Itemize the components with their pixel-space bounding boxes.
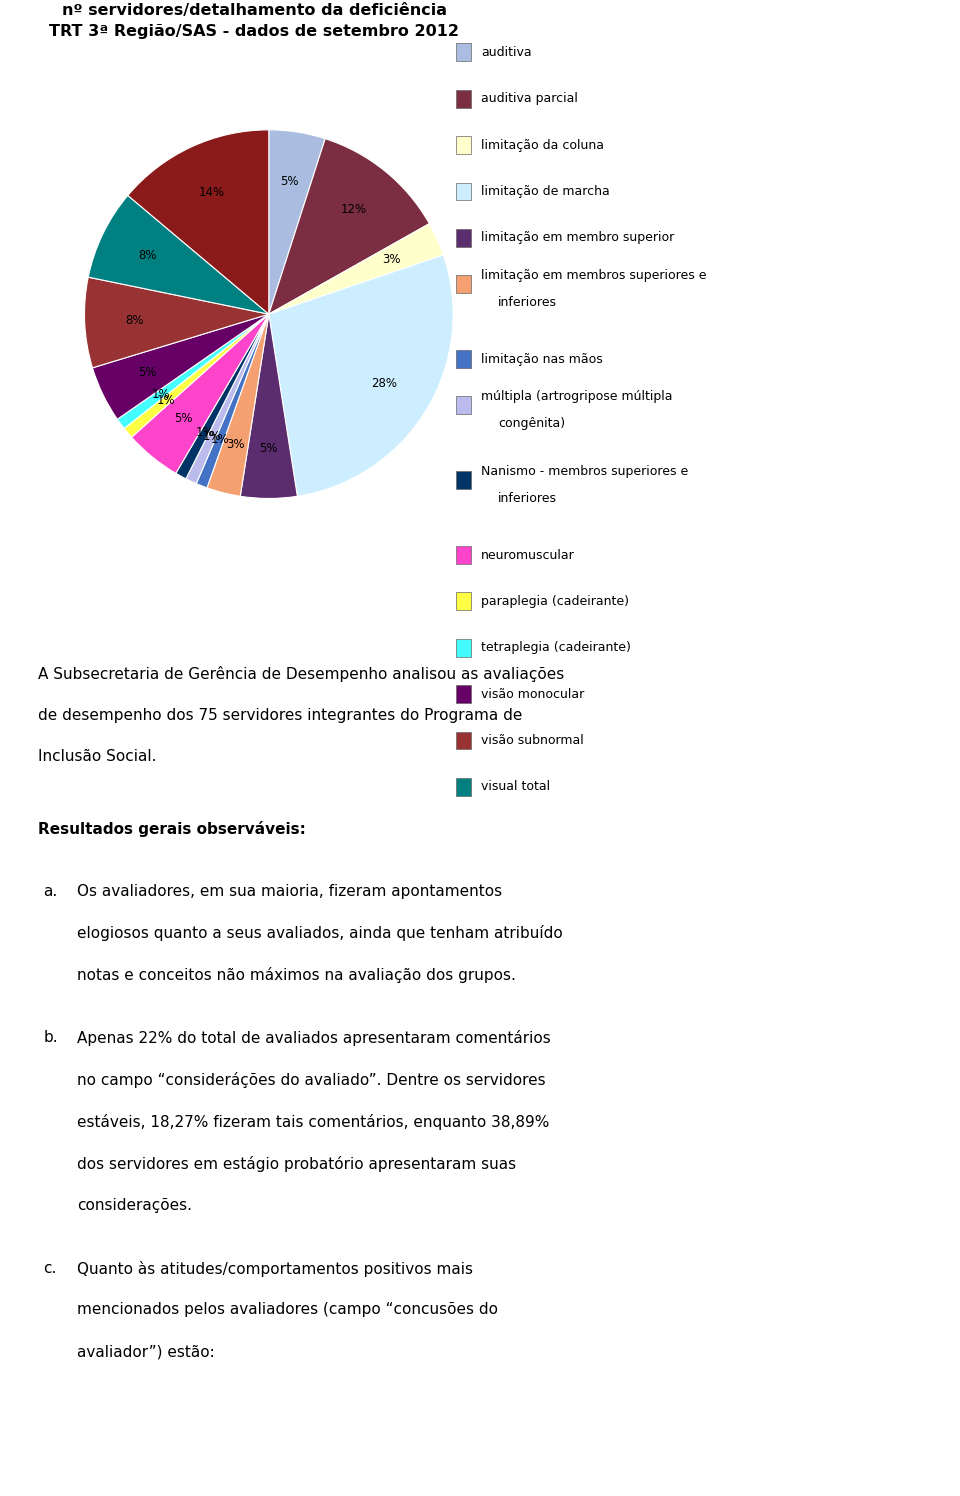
Text: inferiores: inferiores — [498, 296, 557, 308]
Wedge shape — [207, 314, 269, 497]
Text: 3%: 3% — [227, 438, 245, 452]
Text: considerações.: considerações. — [77, 1198, 192, 1213]
Text: Resultados gerais observáveis:: Resultados gerais observáveis: — [38, 821, 306, 836]
Text: 12%: 12% — [341, 203, 367, 217]
Text: visão monocular: visão monocular — [481, 688, 585, 700]
Text: visão subnormal: visão subnormal — [481, 735, 584, 747]
Text: auditiva parcial: auditiva parcial — [481, 93, 578, 105]
Text: limitação em membros superiores e: limitação em membros superiores e — [481, 269, 707, 281]
Text: 5%: 5% — [259, 443, 278, 455]
Text: dos servidores em estágio probatório apresentaram suas: dos servidores em estágio probatório apr… — [77, 1156, 516, 1171]
Wedge shape — [92, 314, 269, 419]
Wedge shape — [124, 314, 269, 437]
Text: tetraplegia (cadeirante): tetraplegia (cadeirante) — [481, 642, 631, 654]
Text: 1%: 1% — [156, 395, 175, 407]
Wedge shape — [196, 314, 269, 488]
Text: 28%: 28% — [371, 377, 396, 390]
Text: Os avaliadores, em sua maioria, fizeram apontamentos: Os avaliadores, em sua maioria, fizeram … — [77, 884, 502, 899]
Text: b.: b. — [43, 1031, 58, 1046]
Text: avaliador”) estão:: avaliador”) estão: — [77, 1345, 214, 1360]
Wedge shape — [269, 130, 325, 314]
Text: congênita): congênita) — [498, 417, 565, 429]
Text: 5%: 5% — [175, 411, 193, 425]
Wedge shape — [240, 314, 298, 498]
Wedge shape — [269, 139, 429, 314]
Text: 1%: 1% — [203, 429, 222, 443]
Text: a.: a. — [43, 884, 58, 899]
Wedge shape — [128, 130, 269, 314]
Text: nº servidores/detalhamento da deficiência: nº servidores/detalhamento da deficiênci… — [61, 3, 447, 18]
Text: auditiva: auditiva — [481, 46, 532, 58]
Wedge shape — [132, 314, 269, 473]
Text: visual total: visual total — [481, 781, 550, 793]
Text: 8%: 8% — [125, 314, 144, 328]
Text: estáveis, 18,27% fizeram tais comentários, enquanto 38,89%: estáveis, 18,27% fizeram tais comentário… — [77, 1115, 549, 1129]
Text: de desempenho dos 75 servidores integrantes do Programa de: de desempenho dos 75 servidores integran… — [38, 708, 523, 723]
Text: 1%: 1% — [195, 426, 214, 438]
Text: limitação de marcha: limitação de marcha — [481, 186, 610, 197]
Wedge shape — [176, 314, 269, 479]
Text: Apenas 22% do total de avaliados apresentaram comentários: Apenas 22% do total de avaliados apresen… — [77, 1031, 550, 1046]
Text: limitação em membro superior: limitação em membro superior — [481, 232, 674, 244]
Text: elogiosos quanto a seus avaliados, ainda que tenham atribuído: elogiosos quanto a seus avaliados, ainda… — [77, 926, 563, 941]
Wedge shape — [88, 196, 269, 314]
Text: no campo “consideráções do avaliado”. Dentre os servidores: no campo “consideráções do avaliado”. De… — [77, 1073, 545, 1088]
Text: A Subsecretaria de Gerência de Desempenho analisou as avaliações: A Subsecretaria de Gerência de Desempenh… — [38, 666, 564, 682]
Text: inferiores: inferiores — [498, 492, 557, 504]
Text: 14%: 14% — [199, 186, 225, 199]
Wedge shape — [117, 314, 269, 428]
Text: 3%: 3% — [382, 253, 401, 266]
Wedge shape — [269, 254, 453, 497]
Text: 5%: 5% — [138, 367, 156, 380]
Text: 1%: 1% — [152, 387, 170, 401]
Text: 1%: 1% — [210, 432, 229, 446]
Text: c.: c. — [43, 1261, 57, 1276]
Text: Inclusão Social.: Inclusão Social. — [38, 749, 156, 764]
Text: TRT 3ª Região/SAS - dados de setembro 2012: TRT 3ª Região/SAS - dados de setembro 20… — [49, 24, 460, 39]
Text: paraplegia (cadeirante): paraplegia (cadeirante) — [481, 595, 629, 607]
Text: limitação da coluna: limitação da coluna — [481, 139, 604, 151]
Text: múltipla (artrogripose múltipla: múltipla (artrogripose múltipla — [481, 390, 672, 402]
Wedge shape — [186, 314, 269, 483]
Text: notas e conceitos não máximos na avaliação dos grupos.: notas e conceitos não máximos na avaliaç… — [77, 968, 516, 983]
Text: limitação nas mãos: limitação nas mãos — [481, 353, 603, 365]
Text: neuromuscular: neuromuscular — [481, 549, 575, 561]
Text: 8%: 8% — [138, 248, 156, 262]
Text: 5%: 5% — [280, 175, 299, 187]
Text: Nanismo - membros superiores e: Nanismo - membros superiores e — [481, 465, 688, 477]
Wedge shape — [84, 277, 269, 368]
Wedge shape — [269, 224, 444, 314]
Text: mencionados pelos avaliadores (campo “concusões do: mencionados pelos avaliadores (campo “co… — [77, 1303, 498, 1318]
Text: Quanto às atitudes/comportamentos positivos mais: Quanto às atitudes/comportamentos positi… — [77, 1261, 472, 1276]
